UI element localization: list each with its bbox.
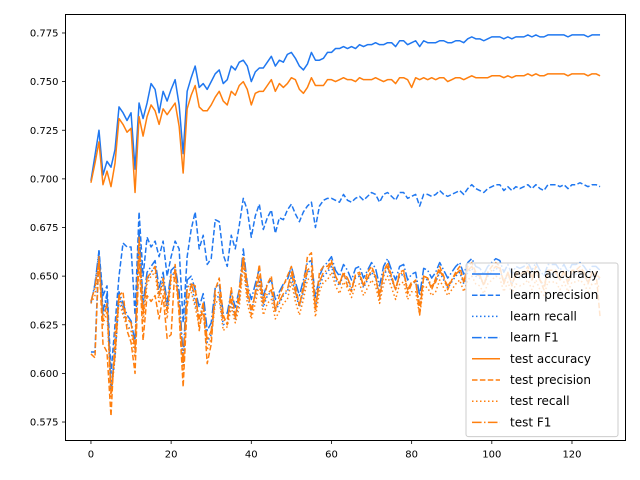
legend-label: test F1 (510, 415, 551, 429)
x-tick-label: 20 (165, 450, 178, 461)
legend-label: learn precision (510, 288, 598, 302)
y-tick-label: 0.725 (30, 126, 59, 137)
series-line-4 (90, 73, 601, 194)
y-tick-label: 0.600 (30, 369, 59, 380)
x-tick-label: 120 (562, 450, 581, 461)
series-lines (90, 34, 601, 417)
x-tick-label: 100 (482, 450, 501, 461)
legend-label: test accuracy (510, 352, 591, 366)
series-line-0 (90, 34, 601, 181)
y-tick-label: 0.750 (30, 77, 59, 88)
legend-label: learn F1 (510, 331, 559, 345)
legend: learn accuracy learn precision learn recal… (465, 262, 619, 438)
x-tick-label: 40 (245, 450, 258, 461)
legend-box (465, 262, 619, 438)
x-tick-label: 0 (88, 450, 94, 461)
x-tick-label: 80 (405, 450, 418, 461)
y-tick-label: 0.675 (30, 223, 59, 234)
legend-label: learn recall (510, 309, 577, 323)
y-tick-label: 0.575 (30, 418, 59, 429)
series-line-1 (90, 182, 601, 375)
legend-label: learn accuracy (510, 267, 598, 281)
y-axis: 0.575 0.600 0.625 0.650 0.675 0.700 0.725 0.750… (30, 29, 66, 429)
y-tick-label: 0.700 (30, 174, 59, 185)
x-tick-label: 60 (325, 450, 338, 461)
y-tick-label: 0.650 (30, 272, 59, 283)
x-axis: 0 20 40 60 80 100 120 (88, 440, 582, 461)
y-tick-label: 0.775 (30, 29, 59, 40)
legend-label: test recall (510, 394, 570, 408)
legend-label: test precision (510, 373, 591, 387)
y-tick-label: 0.625 (30, 320, 59, 331)
